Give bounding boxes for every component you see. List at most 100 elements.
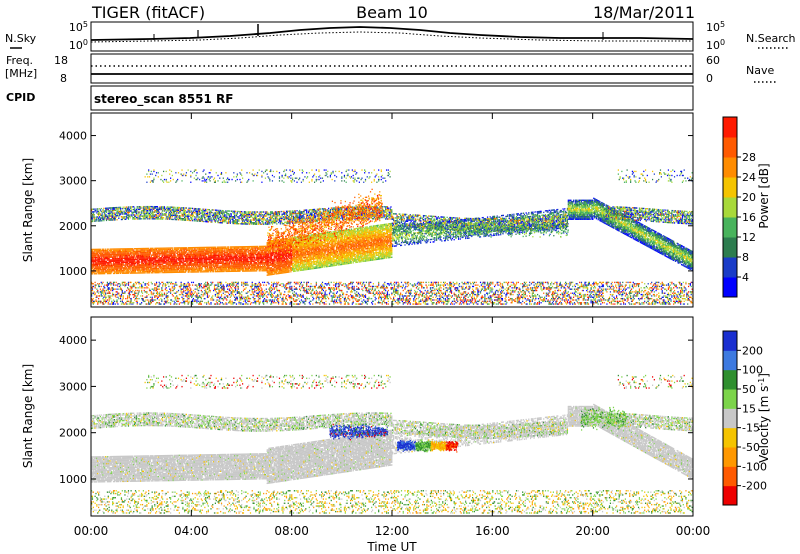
heatmap-cell — [100, 252, 102, 255]
heatmap-cell — [124, 252, 126, 254]
heatmap-cell — [105, 251, 107, 253]
heatmap-cell — [137, 287, 139, 289]
heatmap-cell — [110, 288, 112, 290]
heatmap-cell — [112, 252, 114, 254]
heatmap-cell — [198, 216, 201, 218]
heatmap-cell — [221, 181, 224, 183]
heatmap-cell — [137, 268, 139, 270]
heatmap-cell — [191, 252, 193, 254]
heatmap-cell — [97, 271, 99, 274]
heatmap-cell — [114, 267, 116, 269]
heatmap-cell — [122, 269, 124, 272]
heatmap-cell — [111, 256, 113, 258]
heatmap-cell — [236, 261, 238, 263]
heatmap-cell — [164, 252, 166, 255]
heatmap-cell — [138, 258, 140, 261]
heatmap-cell — [106, 283, 109, 285]
heatmap-cell — [229, 217, 231, 219]
heatmap-cell — [102, 263, 104, 265]
heatmap-cell — [200, 269, 202, 272]
heatmap-cell — [177, 172, 180, 174]
heatmap-cell — [152, 261, 154, 263]
heatmap-cell — [154, 269, 156, 271]
heatmap-cell — [211, 220, 213, 222]
heatmap-cell — [161, 292, 163, 294]
heatmap-cell — [119, 295, 122, 297]
heatmap-cell — [184, 287, 187, 289]
heatmap-cell — [161, 288, 163, 290]
heatmap-cell — [132, 264, 134, 266]
heatmap-cell — [146, 250, 148, 252]
heatmap-cell — [146, 261, 148, 263]
heatmap-cell — [146, 268, 148, 270]
heatmap-cell — [161, 261, 163, 263]
heatmap-cell — [113, 217, 116, 220]
heatmap-cell — [110, 260, 112, 262]
heatmap-cell — [109, 296, 111, 298]
heatmap-cell — [109, 207, 111, 209]
heatmap-cell — [117, 272, 119, 275]
heatmap-cell — [147, 212, 149, 215]
heatmap-cell — [151, 216, 153, 219]
heatmap-cell — [187, 303, 189, 305]
heatmap-cell — [109, 219, 111, 221]
heatmap-cell — [144, 265, 146, 267]
heatmap-cell — [105, 215, 107, 218]
heatmap-cell — [150, 212, 152, 215]
heatmap-cell — [155, 210, 158, 212]
heatmap-cell — [141, 250, 144, 252]
heatmap-cell — [91, 292, 93, 294]
heatmap-cell — [111, 213, 113, 216]
heatmap-cell — [98, 217, 100, 219]
heatmap-cell — [161, 250, 163, 252]
heatmap-cell — [130, 287, 132, 289]
heatmap-cell — [98, 220, 101, 222]
heatmap-cell — [112, 216, 115, 218]
heatmap-cell — [144, 284, 146, 286]
heatmap-cell — [229, 283, 231, 285]
heatmap-cell — [128, 249, 130, 251]
heatmap-cell — [208, 178, 210, 181]
heatmap-cell — [105, 270, 107, 272]
heatmap-cell — [147, 268, 149, 270]
heatmap-cell — [165, 267, 167, 270]
heatmap-cell — [119, 206, 122, 209]
heatmap-cell — [98, 212, 101, 214]
heatmap-cell — [144, 268, 146, 270]
heatmap-cell — [170, 283, 172, 285]
heatmap-cell — [168, 291, 170, 293]
heatmap-cell — [103, 287, 105, 289]
heatmap-cell — [109, 268, 111, 271]
heatmap-cell — [230, 213, 232, 215]
heatmap-cell — [230, 287, 232, 289]
heatmap-cell — [233, 289, 235, 292]
heatmap-cell — [201, 258, 203, 261]
heatmap-cell — [102, 262, 104, 264]
heatmap-cell — [153, 269, 155, 271]
heatmap-cell — [133, 262, 135, 265]
nsky-label: N.Sky — [5, 32, 37, 45]
heatmap-cell — [132, 293, 134, 296]
heatmap-cell — [95, 273, 97, 275]
heatmap-cell — [174, 303, 176, 305]
heatmap-cell — [98, 292, 100, 294]
heatmap-cell — [204, 218, 206, 220]
heatmap-cell — [98, 295, 100, 297]
heatmap-cell — [143, 260, 145, 262]
heatmap-cell — [95, 259, 97, 261]
heatmap-cell — [218, 296, 220, 298]
heatmap-cell — [204, 178, 206, 181]
heatmap-cell — [134, 293, 136, 296]
heatmap-cell — [151, 296, 153, 298]
heatmap-cell — [91, 250, 94, 252]
heatmap-cell — [149, 181, 152, 183]
heatmap-cell — [234, 285, 237, 288]
heatmap-cell — [188, 283, 190, 285]
heatmap-cell — [109, 303, 111, 305]
heatmap-cell — [185, 174, 188, 177]
heatmap-cell — [165, 207, 167, 209]
heatmap-cell — [182, 299, 184, 301]
heatmap-cell — [186, 296, 188, 298]
heatmap-cell — [135, 250, 137, 253]
heatmap-cell — [147, 211, 149, 213]
